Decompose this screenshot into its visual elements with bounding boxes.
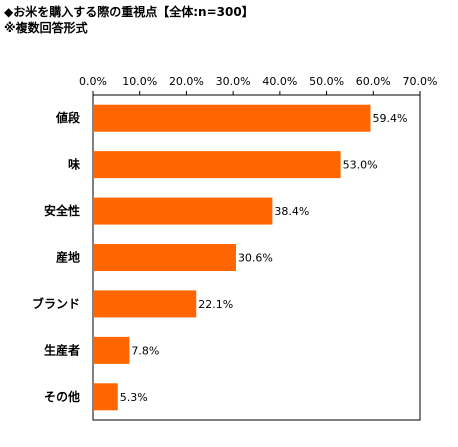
x-tick-label: 50.0%	[309, 75, 344, 88]
x-tick-label: 60.0%	[356, 75, 391, 88]
value-label: 7.8%	[131, 344, 159, 357]
bar	[93, 290, 197, 318]
x-tick-label: 0.0%	[79, 75, 107, 88]
category-label: 味	[68, 157, 80, 172]
value-label: 53.0%	[343, 159, 378, 172]
category-label: 産地	[56, 250, 80, 265]
x-tick-label: 10.0%	[122, 75, 157, 88]
chart-subtitle: ※複数回答形式	[4, 21, 88, 35]
bar	[93, 244, 236, 271]
value-labels: 59.4% 53.0% 38.4% 30.6% 22.1% 7.8% 5.3%	[120, 112, 408, 404]
bar	[93, 151, 341, 179]
category-label: 生産者	[44, 342, 80, 357]
x-tick-label: 20.0%	[169, 75, 204, 88]
bars	[93, 104, 371, 411]
x-tick-label: 70.0%	[403, 75, 438, 88]
category-label: 安全性	[44, 203, 80, 218]
x-tick-label: 30.0%	[216, 75, 251, 88]
bar	[93, 197, 273, 225]
bar	[93, 383, 118, 411]
x-tick-label: 40.0%	[262, 75, 297, 88]
value-label: 38.4%	[274, 205, 309, 218]
bar	[93, 104, 371, 132]
x-axis: 0.0% 10.0% 20.0% 30.0% 40.0% 50.0% 60.0% 70.0%	[79, 75, 437, 95]
value-label: 59.4%	[372, 112, 407, 125]
title-block: ◆お米を購入する際の重視点【全体:n=300】 ※複数回答形式	[4, 4, 254, 36]
category-label: ブランド	[32, 296, 80, 311]
category-label: その他	[44, 389, 80, 404]
value-label: 30.6%	[238, 252, 273, 265]
chart-title: ◆お米を購入する際の重視点【全体:n=300】	[4, 5, 254, 19]
category-label: 値段	[55, 110, 81, 125]
value-label: 22.1%	[198, 298, 233, 311]
bar	[93, 336, 130, 364]
value-label: 5.3%	[120, 391, 148, 404]
